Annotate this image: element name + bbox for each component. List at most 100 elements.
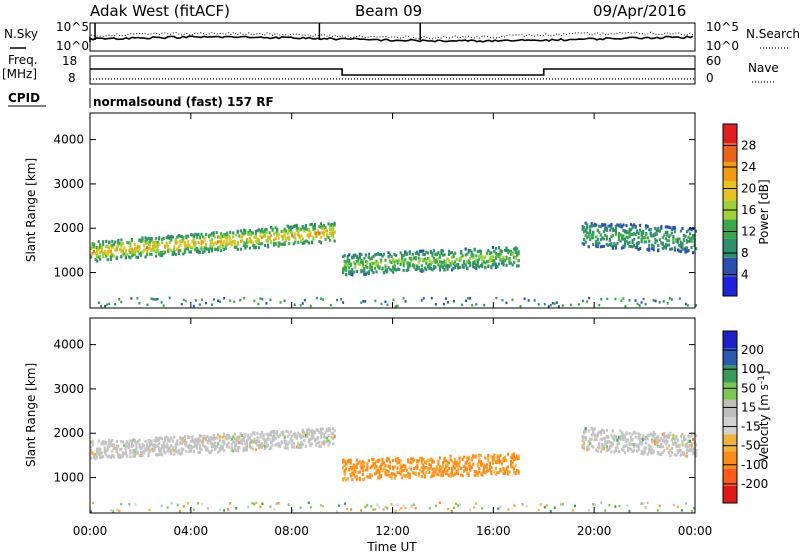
velocity-cell: [620, 433, 624, 437]
power-cell: [684, 246, 687, 250]
velocity-cell: [312, 432, 315, 436]
power-cell: [182, 298, 185, 302]
power-cell: [452, 262, 455, 266]
velocity-cell: [490, 455, 493, 459]
velocity-cell: [148, 444, 152, 448]
power-cell: [502, 261, 505, 265]
power-cell: [512, 247, 516, 251]
power-cell: [595, 240, 598, 244]
power-cell: [405, 268, 408, 272]
power-cell: [512, 261, 516, 265]
power-cell: [623, 237, 627, 241]
velocity-cell: [457, 469, 460, 473]
power-cell: [321, 224, 324, 228]
velocity-cell: [657, 435, 660, 439]
velocity-cell: [664, 442, 667, 446]
velocity-cell: [661, 451, 664, 455]
power-cell: [244, 243, 247, 247]
velocity-cell: [324, 436, 327, 440]
velocity-cell: [447, 461, 451, 465]
velocity-cell: [120, 447, 123, 451]
power-cell: [636, 230, 639, 234]
velocity-cell: [607, 439, 610, 443]
velocity-cell: [321, 504, 324, 508]
velocity-cell: [132, 455, 135, 459]
power-cell: [345, 268, 348, 272]
power-cell: [283, 227, 286, 231]
power-cell: [313, 232, 317, 236]
power-cell: [111, 243, 114, 247]
velocity-cell: [378, 473, 381, 477]
power-cell: [608, 243, 611, 247]
power-cell: [186, 245, 189, 249]
power-cell: [648, 243, 651, 247]
power-cell: [666, 239, 669, 243]
velocity-cell: [450, 509, 453, 513]
power-cell: [201, 250, 205, 254]
velocity-cell: [327, 426, 330, 430]
power-cell: [420, 249, 423, 253]
velocity-cell: [399, 472, 402, 476]
velocity-cell: [97, 452, 100, 456]
power-cell: [282, 237, 285, 241]
velocity-cell: [207, 450, 211, 454]
velocity-cell: [617, 437, 621, 441]
velocity-cell: [292, 432, 295, 436]
power-cell: [668, 297, 671, 300]
power-cell: [506, 257, 510, 261]
power-cell: [114, 303, 117, 306]
power-cell: [379, 253, 383, 257]
velocity-cell: [616, 442, 619, 446]
power-cell: [173, 251, 176, 255]
velocity-cell: [384, 463, 387, 467]
velocity-cell: [382, 508, 385, 511]
velocity-cell: [402, 463, 405, 467]
power-cell: [200, 242, 203, 246]
power-cell: [354, 253, 357, 257]
power-cell: [203, 247, 206, 251]
power-panel-frame: [89, 112, 696, 309]
power-cell: [663, 233, 666, 237]
power-cell: [592, 242, 595, 246]
velocity-cell: [517, 469, 520, 473]
power-cell: [375, 270, 378, 274]
power-cell: [103, 249, 106, 253]
velocity-cell: [180, 447, 183, 451]
power-cell: [153, 245, 156, 249]
power-cell: [596, 229, 599, 233]
power-cell: [611, 229, 615, 233]
power-cell: [610, 242, 613, 246]
velocity-cell: [171, 439, 174, 443]
velocity-cell: [250, 440, 253, 444]
power-cell: [294, 232, 297, 236]
velocity-cell: [188, 436, 191, 440]
velocity-cell: [434, 470, 437, 474]
power-cell: [625, 235, 628, 239]
velocity-cell: [425, 466, 428, 470]
power-cell: [430, 296, 433, 300]
velocity-cell: [307, 501, 310, 505]
velocity-cell: [690, 433, 693, 437]
velocity-cell: [426, 467, 429, 471]
velocity-cell: [257, 446, 261, 450]
power-cell: [226, 233, 229, 237]
power-cell: [185, 236, 188, 240]
velocity-cell: [623, 444, 627, 448]
power-cell: [204, 233, 208, 237]
velocity-cell: [103, 446, 106, 450]
velocity-cell: [488, 464, 491, 468]
power-cell: [452, 253, 455, 257]
power-cell: [632, 231, 636, 235]
power-cell: [105, 251, 108, 255]
power-cell: [678, 237, 681, 241]
velocity-cell: [312, 429, 315, 433]
power-cell: [370, 268, 374, 272]
velocity-cell: [658, 438, 661, 442]
velocity-cell: [506, 465, 510, 469]
power-cell: [109, 252, 112, 256]
velocity-cell: [350, 508, 353, 511]
power-cell: [661, 241, 664, 245]
velocity-cell: [493, 470, 496, 474]
power-cell: [623, 229, 627, 233]
velocity-cell: [493, 457, 496, 461]
